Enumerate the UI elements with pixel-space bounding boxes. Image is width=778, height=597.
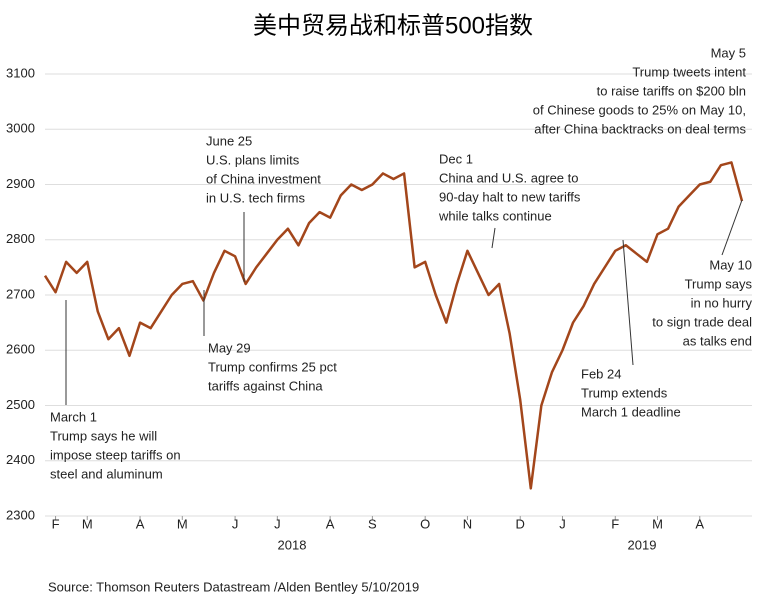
annotation-text: Trump tweets intent: [632, 64, 746, 79]
annotation-text: Trump extends: [581, 385, 668, 400]
x-tick-label: M: [652, 516, 663, 531]
annotation-text: in no hurry: [691, 295, 753, 310]
x-tick-label: A: [136, 516, 145, 531]
y-tick-label: 3000: [6, 121, 35, 136]
annotation-text: tariffs against China: [208, 378, 323, 393]
annotation-text: Trump says: [685, 276, 753, 291]
annotation-text: May 10: [709, 257, 752, 272]
annotation-text: to raise tariffs on $200 bln: [597, 83, 746, 98]
x-tick-label: O: [420, 516, 430, 531]
annotation-text: Trump says he will: [50, 428, 157, 443]
y-tick-label: 2600: [6, 342, 35, 357]
annotation-text: Feb 24: [581, 366, 621, 381]
annotation-text: of Chinese goods to 25% on May 10,: [533, 102, 746, 117]
x-tick-label: M: [177, 516, 188, 531]
x-tick-label: A: [326, 516, 335, 531]
annotation-text: Dec 1: [439, 151, 473, 166]
annotation-pointer: [622, 239, 634, 366]
year-label: 2019: [628, 537, 657, 552]
annotation-text: June 25: [206, 133, 252, 148]
annotation-text: March 1 deadline: [581, 404, 681, 419]
annotation-text: steel and aluminum: [50, 466, 163, 481]
annotation-text: after China backtracks on deal terms: [534, 121, 746, 136]
annotation-text: of China investment: [206, 171, 321, 186]
y-tick-label: 2800: [6, 231, 35, 246]
annotation-text: May 5: [711, 45, 746, 60]
year-label: 2018: [278, 537, 307, 552]
price-line: [43, 161, 744, 490]
x-tick-label: M: [82, 516, 93, 531]
annotation-text: while talks continue: [438, 208, 552, 223]
annotation-text: 90-day halt to new tariffs: [439, 189, 581, 204]
x-tick-label: J: [559, 516, 566, 531]
source: Source: Thomson Reuters Datastream /Alde…: [48, 579, 419, 594]
x-tick-label: F: [611, 516, 619, 531]
x-tick-label: N: [463, 516, 472, 531]
y-tick-label: 2500: [6, 397, 35, 412]
x-tick-label: J: [232, 516, 239, 531]
chart-title: 美中贸易战和标普500指数: [253, 12, 533, 39]
x-tick-label: A: [695, 516, 704, 531]
annotation-pointer: [491, 227, 496, 249]
annotation-text: May 29: [208, 340, 251, 355]
annotation-text: to sign trade deal: [652, 314, 752, 329]
annotation-pointer: [721, 199, 743, 256]
annotation-text: Trump confirms 25 pct: [208, 359, 337, 374]
x-tick-label: F: [52, 516, 60, 531]
y-tick-label: 2300: [6, 507, 35, 522]
annotation-text: U.S. plans limits: [206, 152, 300, 167]
x-tick-label: J: [274, 516, 281, 531]
y-tick-label: 2900: [6, 176, 35, 191]
annotation-text: impose steep tariffs on: [50, 447, 181, 462]
annotation-text: in U.S. tech firms: [206, 190, 305, 205]
x-tick-label: S: [368, 516, 377, 531]
x-tick-label: D: [516, 516, 525, 531]
y-tick-label: 2700: [6, 286, 35, 301]
y-tick-label: 2400: [6, 452, 35, 467]
annotation-text: March 1: [50, 409, 97, 424]
annotation-text: China and U.S. agree to: [439, 170, 578, 185]
y-tick-label: 3100: [6, 65, 35, 80]
annotation-text: as talks end: [683, 333, 752, 348]
